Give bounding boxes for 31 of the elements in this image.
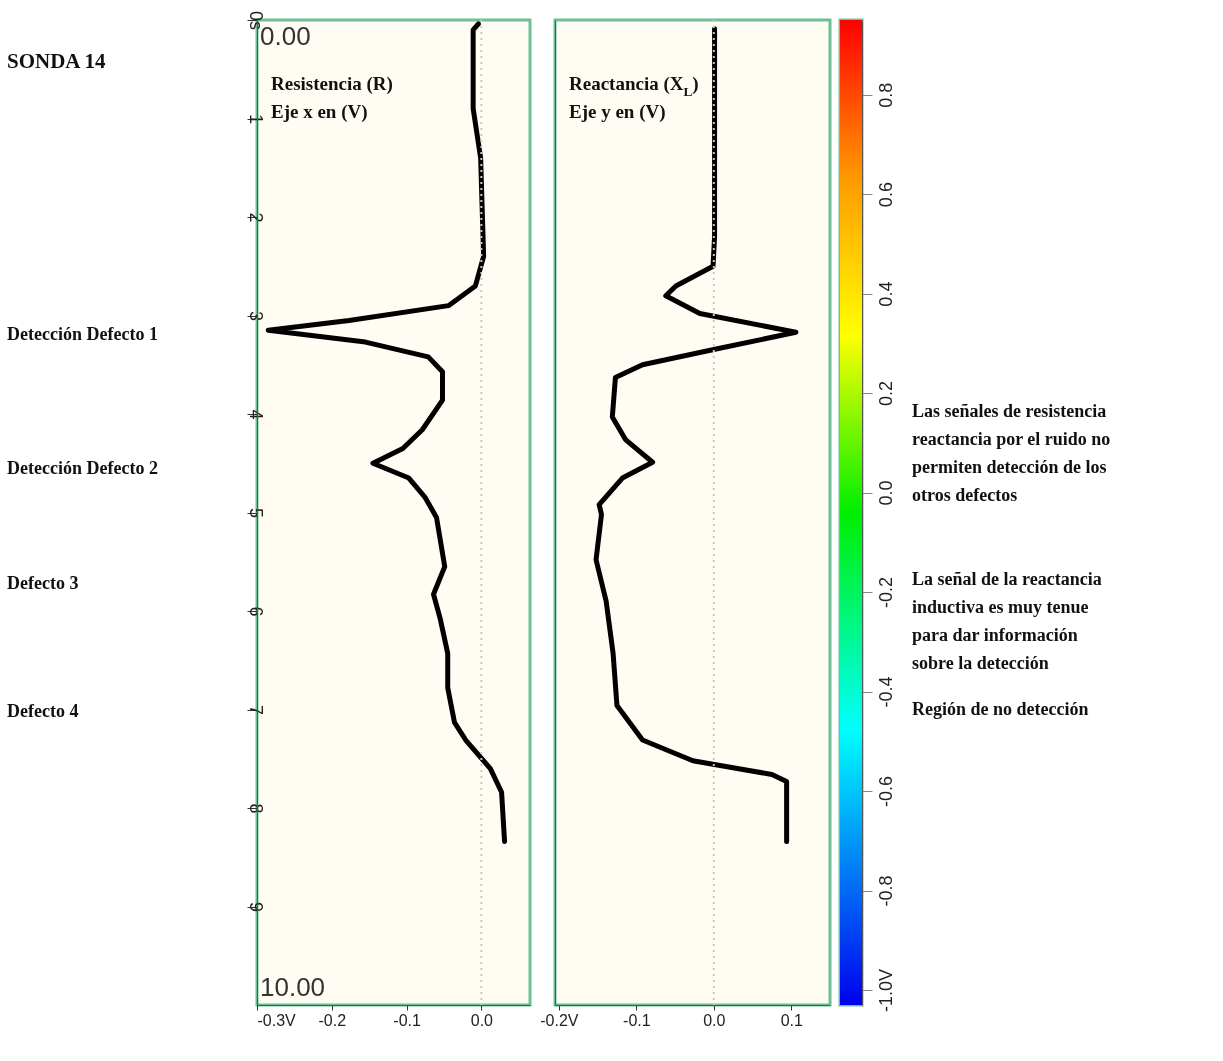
x-axis-title: Resistencia (R) Eje x en (V) [271, 73, 393, 123]
color-bar-label: 0.4 [875, 281, 896, 307]
x-tick-label: -0.2 [318, 1011, 347, 1029]
text: Las señales de resistencia reactancia por el ruido no permiten detección de los otros defectos [912, 401, 1111, 505]
text: La señal de la reactancia inductiva es muy tenue para dar información sobre la detección [912, 569, 1102, 673]
text: Defecto 4 [7, 701, 79, 721]
color-bar-label: 0.6 [875, 182, 896, 208]
x-tick-label: -0.3V [257, 1011, 297, 1029]
color-bar-label: -0.4 [875, 676, 896, 708]
x-tick-label: 0.1 [780, 1011, 803, 1029]
color-bar-label: -0.2 [875, 577, 896, 609]
text: Región de no detección [912, 699, 1089, 719]
text: Detección Defecto 2 [7, 458, 158, 478]
color-bar-label: 0.2 [875, 381, 896, 407]
y-tick-label: 1 [245, 113, 266, 125]
annotation: 0.00 [260, 21, 311, 51]
text: Detección Defecto 1 [7, 324, 158, 344]
color-bar-label: 0.8 [875, 82, 896, 108]
annotation: 10.00 [260, 972, 326, 1002]
x-tick-label: -0.1 [623, 1011, 651, 1029]
text: Defecto 3 [7, 573, 79, 593]
y-tick-label: 3 [245, 310, 266, 322]
color-bar-label: -1.0V [875, 969, 896, 1013]
x-tick-label: 0.0 [470, 1011, 494, 1029]
color-bar-label: 0.0 [875, 480, 896, 506]
text: SONDA 14 [7, 49, 107, 73]
color-bar-label: -0.6 [875, 776, 896, 808]
x-tick-label: 0.0 [703, 1011, 726, 1029]
x-tick-label: -0.1 [393, 1011, 421, 1029]
color-bar-label: -0.8 [875, 875, 896, 907]
x-tick-label: -0.2V [540, 1011, 579, 1029]
